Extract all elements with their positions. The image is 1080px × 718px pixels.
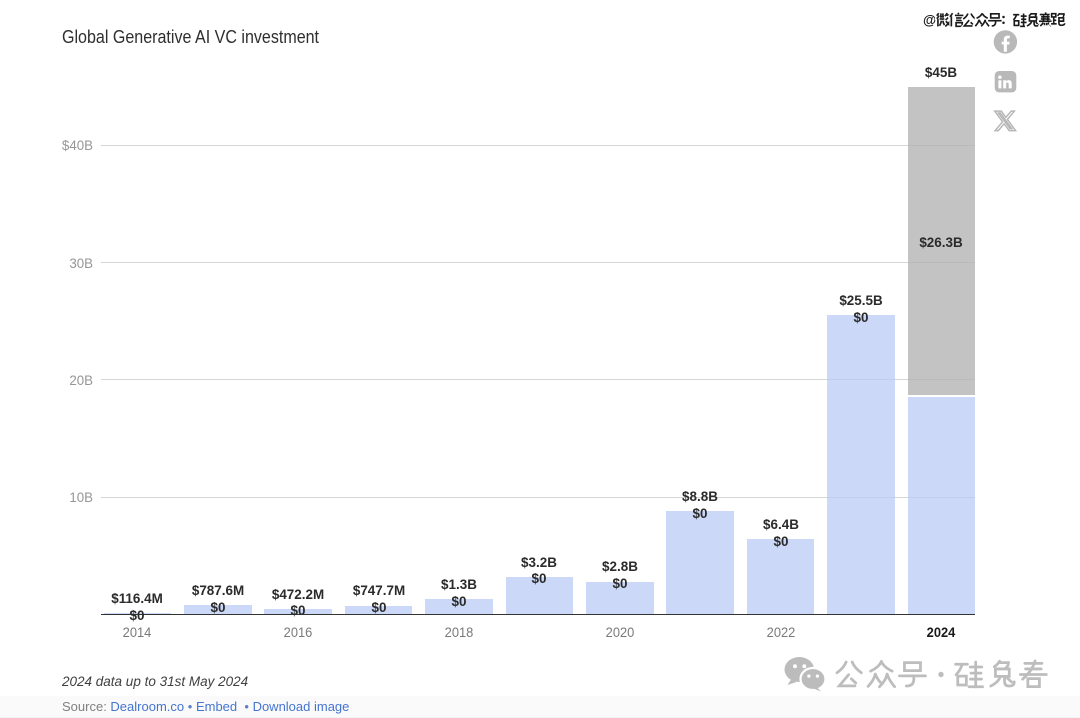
svg-text:@: @: [923, 13, 936, 28]
